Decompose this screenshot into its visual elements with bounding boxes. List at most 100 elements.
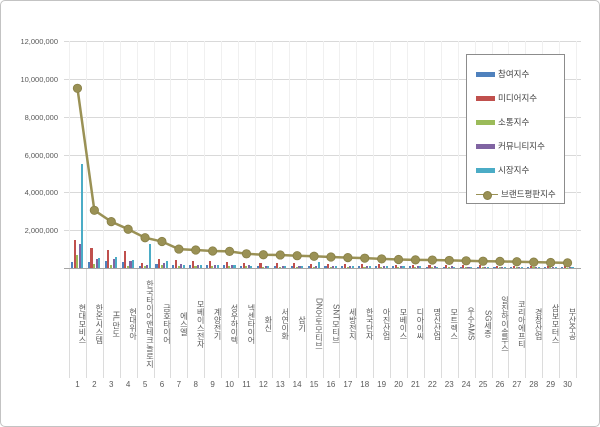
- x-category-label: DN오토모티브: [314, 298, 324, 350]
- v-gridline: [576, 41, 577, 268]
- x-category-label: 우수AMS: [466, 307, 476, 341]
- bar-커뮤니티지수: [112, 258, 115, 268]
- y-tick-label: 4,000,000: [24, 188, 58, 198]
- label-separator: [238, 269, 239, 378]
- x-rank-number: 28: [529, 380, 539, 389]
- v-gridline: [187, 41, 189, 268]
- x-rank-number: 7: [176, 380, 182, 389]
- bar-미디어지수: [445, 264, 448, 268]
- bar-소통지수: [109, 265, 113, 268]
- bar-커뮤니티지수: [281, 265, 284, 268]
- bar-소통지수: [549, 267, 552, 268]
- bar-소통지수: [380, 267, 383, 268]
- x-category-label: 계양전기: [213, 308, 223, 340]
- label-separator: [423, 269, 425, 378]
- line-marker: [495, 256, 505, 266]
- bar-참여지수: [172, 265, 175, 268]
- bar-커뮤니티지수: [78, 243, 81, 268]
- label-separator: [508, 269, 510, 378]
- bar-참여지수: [408, 266, 412, 268]
- line-marker: [191, 245, 201, 255]
- legend-label: 미디어지수: [498, 93, 538, 103]
- bar-소통지수: [177, 266, 180, 268]
- label-separator: [542, 269, 544, 378]
- bar-미디어지수: [276, 263, 279, 268]
- bar-소통지수: [532, 267, 535, 268]
- bar-시장지수: [284, 265, 287, 268]
- x-rank-number: 30: [563, 380, 572, 389]
- bar-커뮤니티지수: [264, 265, 267, 268]
- line-marker: [157, 236, 167, 247]
- bar-커뮤니티지수: [298, 265, 301, 268]
- v-gridline: [102, 41, 104, 268]
- bar-소통지수: [397, 267, 400, 268]
- bar-시장지수: [267, 265, 270, 268]
- label-separator: [457, 269, 459, 378]
- v-gridline: [119, 41, 121, 268]
- v-gridline: [390, 41, 392, 268]
- line-marker: [174, 244, 184, 254]
- legend-item-커뮤니티지수: 커뮤니티지수: [476, 134, 564, 158]
- bar-미디어지수: [174, 260, 178, 268]
- x-rank-number: 29: [546, 380, 556, 389]
- bar-미디어지수: [394, 264, 397, 268]
- bar-커뮤니티지수: [180, 264, 183, 268]
- bar-참여지수: [341, 266, 344, 268]
- bar-미디어지수: [411, 264, 414, 268]
- bar-참여지수: [121, 262, 124, 268]
- bar-참여지수: [155, 264, 158, 268]
- line-marker: [393, 254, 404, 265]
- y-tick-label: 8,000,000: [24, 112, 58, 122]
- bar-시장지수: [132, 260, 135, 268]
- line-marker: [343, 252, 353, 263]
- bar-미디어지수: [377, 264, 380, 268]
- v-gridline: [423, 41, 425, 268]
- bar-커뮤니티지수: [518, 266, 521, 268]
- line-marker: [326, 252, 336, 262]
- label-separator: [271, 269, 273, 378]
- x-rank-number: 18: [360, 380, 370, 389]
- bar-미디어지수: [479, 265, 482, 268]
- x-rank-number: 9: [210, 380, 215, 389]
- bar-시장지수: [554, 267, 557, 268]
- x-category-label: 화신: [263, 316, 273, 332]
- bar-커뮤니티지수: [366, 266, 369, 268]
- legend-swatch-소통지수: [476, 119, 495, 125]
- x-category-label: 모베이스: [398, 308, 408, 340]
- x-category-label: 아진산업: [382, 308, 392, 340]
- line-marker: [512, 257, 522, 267]
- bar-미디어지수: [343, 264, 347, 268]
- line-marker: [258, 250, 268, 260]
- bar-소통지수: [262, 266, 265, 268]
- bar-미디어지수: [529, 265, 532, 268]
- x-rank-number: 25: [478, 380, 488, 389]
- bar-참여지수: [544, 267, 547, 268]
- x-rank-number: 4: [125, 380, 131, 389]
- bar-시장지수: [165, 261, 168, 268]
- bar-시장지수: [216, 265, 219, 268]
- bar-미디어지수: [462, 265, 465, 268]
- label-separator: [170, 269, 172, 378]
- legend-label: 소통지수: [498, 117, 530, 127]
- v-gridline: [170, 41, 172, 268]
- x-rank-number: 21: [410, 380, 420, 389]
- legend-item-브랜드평판지수: 브랜드평판지수: [476, 182, 564, 206]
- bar-커뮤니티지수: [484, 266, 487, 268]
- legend-item-미디어지수: 미디어지수: [476, 86, 564, 110]
- bar-커뮤니티지수: [230, 264, 233, 268]
- v-gridline: [136, 41, 138, 268]
- bar-시장지수: [317, 262, 321, 268]
- label-separator: [136, 269, 138, 378]
- bar-참여지수: [392, 266, 395, 268]
- bar-참여지수: [476, 266, 479, 268]
- bar-커뮤니티지수: [213, 264, 217, 268]
- bar-소통지수: [515, 267, 518, 268]
- bar-소통지수: [329, 266, 332, 268]
- x-category-label: 모베이스전자: [196, 300, 206, 348]
- bar-시장지수: [351, 266, 354, 268]
- bar-참여지수: [206, 265, 209, 268]
- line-marker: [360, 253, 370, 263]
- bar-참여지수: [239, 265, 243, 268]
- bar-소통지수: [194, 266, 197, 268]
- line-marker: [106, 217, 116, 227]
